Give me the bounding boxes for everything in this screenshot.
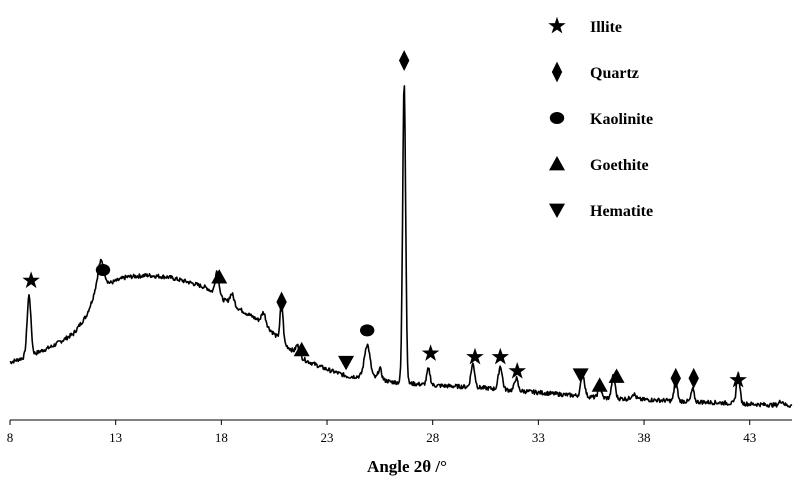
x-tick-label: 38 xyxy=(638,430,651,445)
legend-label: Goethite xyxy=(590,157,649,174)
star-icon xyxy=(421,344,440,361)
legend-label: Hematite xyxy=(590,203,653,220)
circle-icon xyxy=(549,112,565,124)
star-icon xyxy=(466,347,484,365)
star-icon xyxy=(729,370,747,388)
triangle-up-icon xyxy=(591,377,608,392)
legend-label: Kaolinite xyxy=(590,111,653,128)
legend-label: Quartz xyxy=(590,65,639,82)
x-tick-label: 18 xyxy=(215,430,228,445)
x-tick-label: 28 xyxy=(426,430,439,445)
triangle-down-icon xyxy=(338,355,355,371)
x-axis-title: Angle 2θ /° xyxy=(367,457,447,476)
star-icon xyxy=(491,347,510,365)
circle-icon xyxy=(359,324,375,337)
triangle-up-icon xyxy=(608,368,625,383)
triangle-up-icon xyxy=(211,269,228,284)
x-tick-label: 23 xyxy=(321,430,334,445)
diamond-icon xyxy=(276,291,287,313)
triangle-up-icon xyxy=(549,156,565,171)
diamond-icon xyxy=(670,367,681,389)
series-line xyxy=(9,85,793,408)
phase-markers xyxy=(22,50,747,392)
plot-area xyxy=(9,85,793,408)
triangle-down-icon xyxy=(572,368,589,383)
diamond-icon xyxy=(688,367,699,389)
star-icon xyxy=(508,362,526,379)
legend-label: Illite xyxy=(590,19,622,36)
x-tick-label: 8 xyxy=(7,430,14,445)
diamond-icon xyxy=(551,61,563,83)
x-axis-ticks: 8 13 18 23 28 33 38 43 xyxy=(7,420,756,445)
x-tick-label: 13 xyxy=(109,430,122,445)
diamond-icon xyxy=(398,50,410,71)
star-icon xyxy=(22,271,40,289)
star-icon xyxy=(548,16,566,34)
circle-icon xyxy=(95,264,111,276)
triangle-up-icon xyxy=(293,341,310,357)
x-tick-label: 43 xyxy=(743,430,756,445)
triangle-down-icon xyxy=(549,203,565,218)
legend: Illite Quartz Kaolinite Goethite Hematite xyxy=(548,16,653,220)
x-tick-label: 33 xyxy=(532,430,545,445)
